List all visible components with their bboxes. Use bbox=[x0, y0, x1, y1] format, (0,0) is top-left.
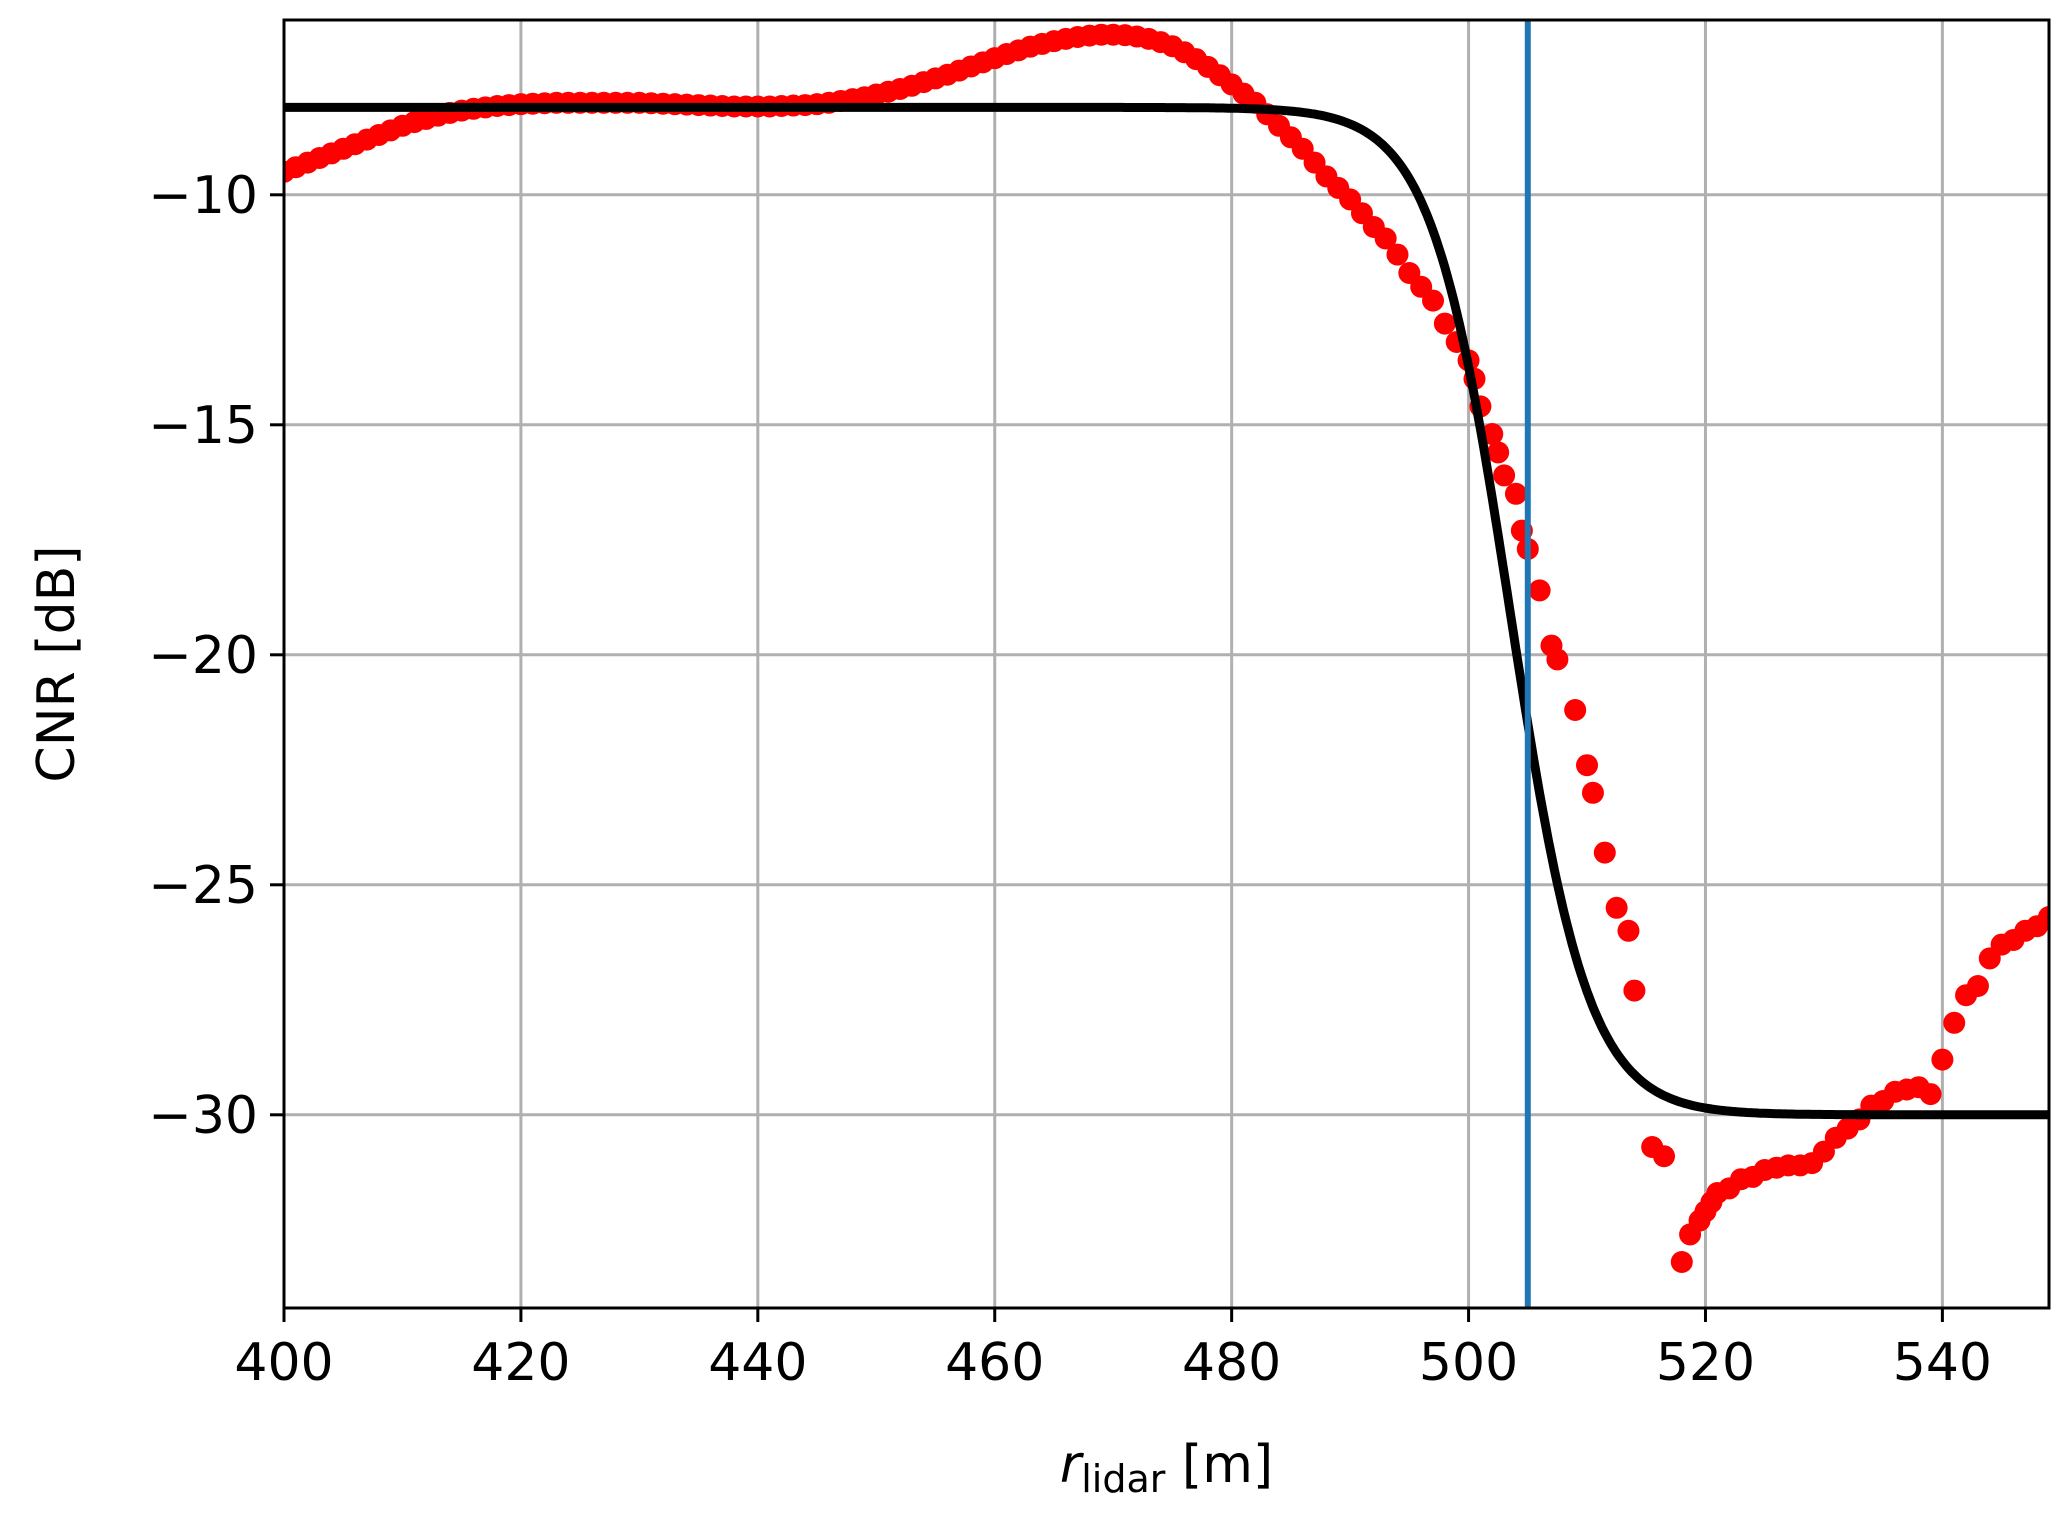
data-point bbox=[1623, 979, 1646, 1002]
data-point bbox=[1670, 1251, 1693, 1273]
x-tick-label: 420 bbox=[471, 1333, 570, 1393]
data-point bbox=[1422, 289, 1445, 312]
data-point bbox=[1504, 482, 1527, 505]
x-axis-label-subscript: lidar bbox=[1081, 1457, 1166, 1501]
x-axis-label-unit: [m] bbox=[1165, 1435, 1273, 1495]
x-tick-label: 480 bbox=[1182, 1333, 1281, 1393]
data-point bbox=[1919, 1083, 1942, 1106]
data-point bbox=[1576, 754, 1599, 777]
y-tick-label: −20 bbox=[148, 626, 258, 686]
data-point bbox=[1528, 579, 1551, 602]
y-tick-label: −30 bbox=[148, 1086, 258, 1146]
y-tick-label: −15 bbox=[148, 396, 258, 456]
plot-area: 400 420 440 460 480 500 520 540 −10 −15 −20 −25 −30 bbox=[148, 18, 2051, 1393]
data-point bbox=[1605, 896, 1628, 919]
x-axis-label-var: r bbox=[1060, 1435, 1085, 1495]
data-point bbox=[2038, 906, 2049, 928]
x-tick-label: 540 bbox=[1893, 1333, 1992, 1393]
fit-curve bbox=[284, 102, 2049, 1120]
y-tick-label: −10 bbox=[148, 166, 258, 226]
x-axis-ticks: 400 420 440 460 480 500 520 540 bbox=[234, 1308, 1992, 1393]
data-point bbox=[1593, 841, 1616, 864]
data-point bbox=[1943, 1011, 1966, 1034]
data-point bbox=[1966, 975, 1989, 997]
data-point bbox=[1617, 919, 1640, 942]
y-tick-label: −25 bbox=[148, 856, 258, 916]
data-point bbox=[1546, 648, 1569, 671]
x-tick-label: 520 bbox=[1656, 1333, 1755, 1393]
x-tick-label: 440 bbox=[708, 1333, 807, 1393]
data-point bbox=[1931, 1048, 1954, 1071]
data-point bbox=[1374, 227, 1397, 250]
data-point bbox=[1386, 243, 1409, 266]
data-point bbox=[1433, 312, 1456, 335]
y-axis-ticks: −10 −15 −20 −25 −30 bbox=[148, 166, 284, 1146]
data-point bbox=[1581, 781, 1604, 804]
x-tick-label: 400 bbox=[234, 1333, 333, 1393]
x-axis-label: rlidar [m] bbox=[1060, 1435, 1273, 1501]
data-point bbox=[1493, 464, 1516, 487]
data-point bbox=[1564, 699, 1587, 721]
x-tick-label: 500 bbox=[1419, 1333, 1518, 1393]
data-layer bbox=[284, 20, 2049, 1308]
data-point bbox=[1487, 441, 1510, 464]
x-tick-label: 460 bbox=[945, 1333, 1044, 1393]
axes-frame bbox=[282, 18, 2051, 1310]
scatter-series bbox=[284, 23, 2049, 1273]
data-point bbox=[1653, 1145, 1676, 1168]
y-axis-label: CNR [dB] bbox=[27, 545, 87, 782]
